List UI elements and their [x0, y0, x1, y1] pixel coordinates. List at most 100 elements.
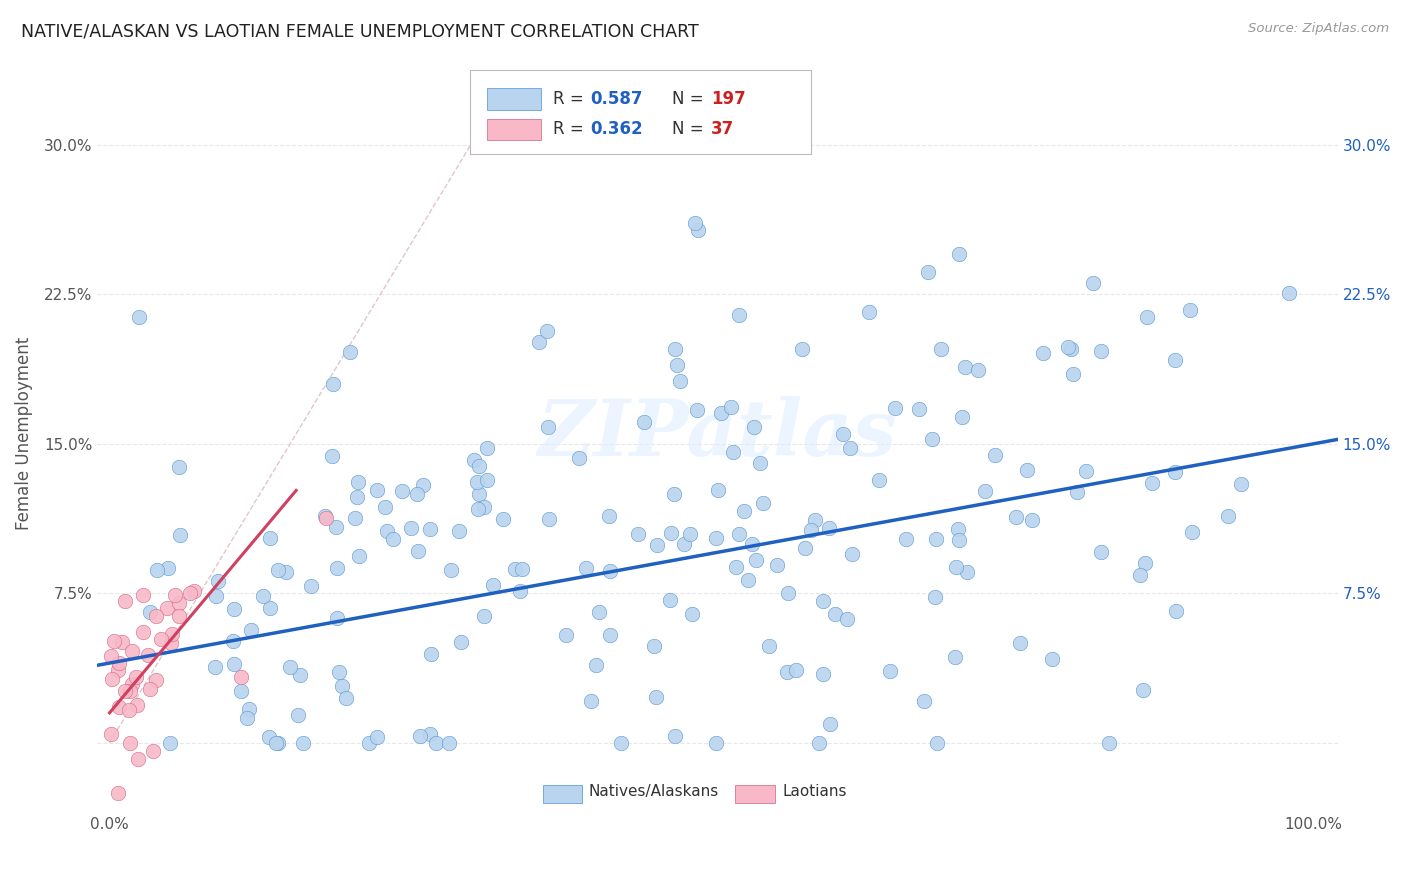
Point	[299, 579, 322, 593]
Point	[1098, 736, 1121, 750]
Point	[1181, 525, 1204, 540]
Point	[128, 310, 150, 325]
Point	[841, 547, 863, 561]
Point	[467, 501, 489, 516]
Point	[704, 532, 727, 546]
Point	[124, 670, 146, 684]
Point	[950, 409, 973, 424]
Point	[374, 500, 396, 514]
Point	[707, 483, 730, 498]
Point	[163, 588, 186, 602]
Point	[121, 643, 143, 657]
Point	[267, 563, 290, 577]
Point	[475, 442, 498, 456]
Point	[799, 523, 821, 537]
Point	[1135, 556, 1157, 570]
Text: Source: ZipAtlas.com: Source: ZipAtlas.com	[1249, 22, 1389, 36]
Point	[585, 658, 607, 673]
Point	[103, 633, 125, 648]
Point	[425, 736, 447, 750]
Point	[645, 538, 668, 552]
Point	[157, 561, 180, 575]
Point	[111, 635, 134, 649]
Point	[326, 610, 349, 624]
Point	[659, 593, 682, 607]
Point	[686, 402, 709, 417]
Point	[259, 601, 281, 615]
Point	[141, 744, 163, 758]
Point	[512, 562, 534, 576]
Point	[1278, 286, 1301, 301]
Point	[127, 752, 149, 766]
Point	[169, 528, 191, 542]
Point	[529, 334, 551, 349]
Point	[537, 511, 560, 525]
Point	[145, 609, 167, 624]
Point	[482, 578, 505, 592]
FancyBboxPatch shape	[470, 70, 811, 153]
Point	[450, 635, 472, 649]
Point	[1040, 651, 1063, 665]
FancyBboxPatch shape	[486, 88, 541, 110]
Point	[1005, 510, 1028, 524]
Point	[811, 593, 834, 607]
Point	[167, 460, 190, 475]
Point	[326, 561, 349, 575]
Point	[118, 703, 141, 717]
Point	[811, 666, 834, 681]
Point	[315, 511, 337, 525]
Point	[346, 491, 368, 505]
Point	[1015, 463, 1038, 477]
Point	[204, 660, 226, 674]
Point	[953, 360, 976, 375]
Text: 37: 37	[711, 120, 734, 138]
Point	[160, 626, 183, 640]
Point	[100, 727, 122, 741]
Text: Natives/Alaskans: Natives/Alaskans	[589, 784, 718, 799]
Point	[440, 563, 463, 577]
Point	[167, 596, 190, 610]
Text: R =: R =	[553, 90, 589, 108]
Text: R =: R =	[553, 120, 589, 138]
Point	[917, 264, 939, 278]
Point	[884, 401, 907, 415]
Point	[1090, 545, 1112, 559]
Point	[325, 520, 347, 534]
Point	[207, 574, 229, 588]
Point	[405, 487, 427, 501]
Point	[766, 558, 789, 573]
Point	[375, 524, 398, 539]
Point	[107, 663, 129, 677]
Point	[967, 363, 990, 377]
Point	[1032, 345, 1054, 359]
Point	[820, 717, 842, 731]
Point	[1060, 342, 1083, 356]
Text: ZIPatlas: ZIPatlas	[538, 395, 897, 472]
Point	[921, 432, 943, 446]
Point	[758, 639, 780, 653]
Point	[704, 736, 727, 750]
Point	[366, 483, 388, 497]
Point	[927, 736, 949, 750]
Point	[737, 573, 759, 587]
Point	[156, 601, 179, 615]
Point	[659, 525, 682, 540]
Point	[664, 729, 686, 743]
Point	[685, 216, 707, 230]
Point	[914, 694, 936, 708]
Point	[339, 344, 361, 359]
Point	[314, 508, 336, 523]
Point	[908, 401, 931, 416]
Point	[1062, 367, 1084, 381]
Point	[824, 607, 846, 622]
Point	[179, 585, 201, 599]
Point	[344, 511, 367, 525]
Point	[536, 324, 558, 338]
Point	[205, 590, 228, 604]
Point	[224, 657, 246, 671]
Point	[1164, 604, 1187, 618]
Point	[723, 444, 745, 458]
Point	[817, 521, 839, 535]
Point	[894, 532, 917, 546]
Point	[492, 512, 515, 526]
